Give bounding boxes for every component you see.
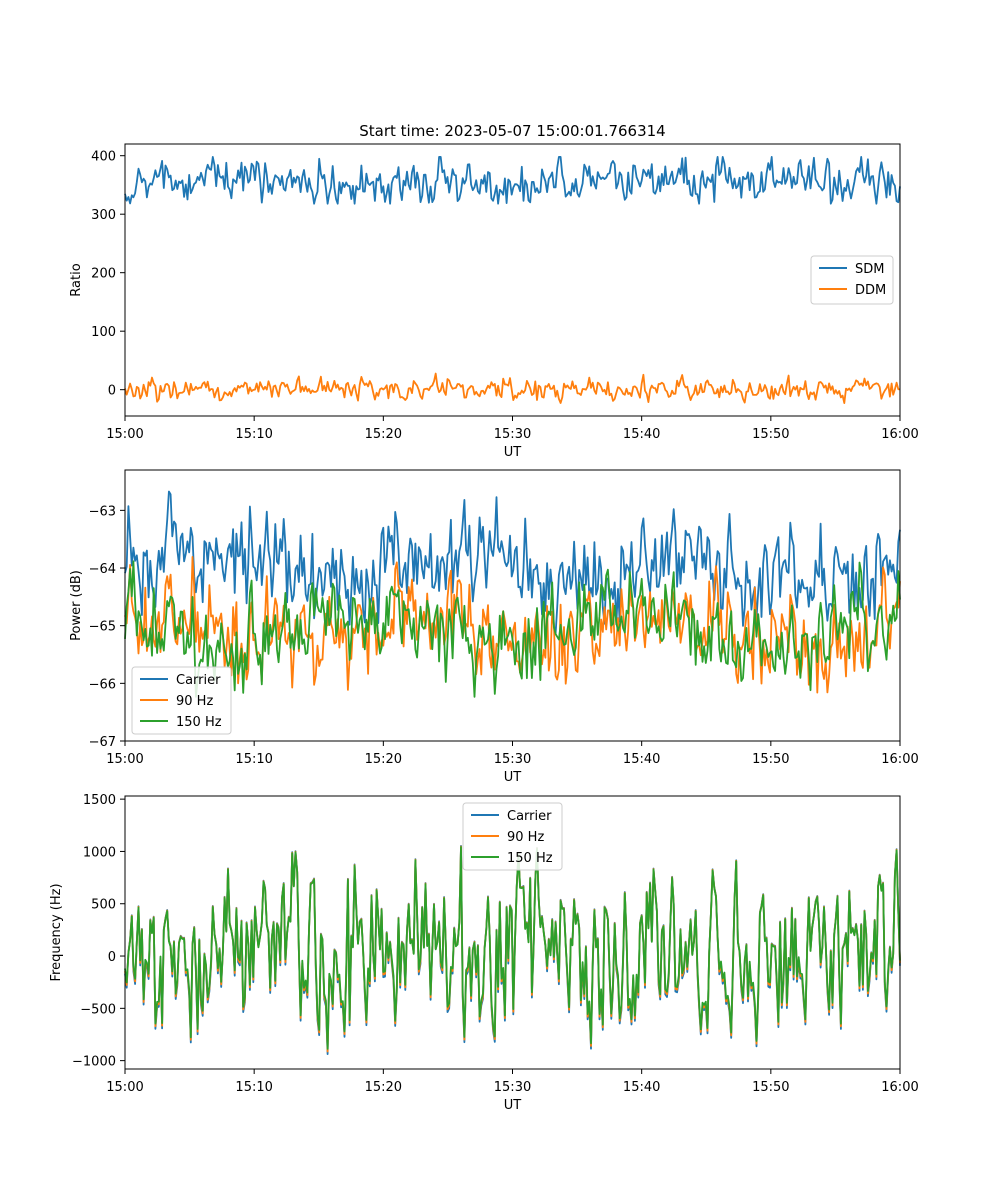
x-tick-label: 15:10 [235,427,272,442]
y-tick-label: −1000 [72,1055,116,1070]
y-tick-label: 0 [108,384,116,399]
x-tick-label: 15:30 [494,752,531,767]
y-tick-label: −63 [89,504,116,519]
x-tick-label: 15:00 [106,1080,143,1095]
x-axis-label: UT [504,1098,522,1113]
x-tick-label: 15:20 [365,1080,402,1095]
legend-box [131,666,232,735]
x-tick-label: 15:50 [752,1080,789,1095]
legend: SDM DDM [810,255,894,305]
series-line-sdm [124,156,901,205]
legend: Carrier 90 Hz 150 Hz [131,666,232,735]
x-tick-label: 15:20 [365,752,402,767]
x-tick-label: 15:40 [623,1080,660,1095]
y-tick-label: −67 [89,735,116,750]
y-axis-label: Frequency (Hz) [49,883,64,981]
y-tick-label: 400 [91,150,116,165]
y-tick-label: −66 [89,677,116,692]
series-line-carrier [124,490,901,635]
y-tick-label: −64 [89,562,116,577]
x-tick-label: 15:10 [235,1080,272,1095]
x-tick-label: 15:30 [494,1080,531,1095]
y-tick-label: 200 [91,267,116,282]
x-tick-label: 16:00 [881,752,918,767]
x-tick-label: 15:50 [752,427,789,442]
x-tick-label: 15:00 [106,752,143,767]
x-axis-label: UT [504,445,522,460]
legend-entry: 150 Hz [176,715,222,730]
y-tick-label: −65 [89,620,116,635]
y-tick-label: 0 [108,950,116,965]
y-axis-label: Ratio [69,263,84,296]
legend-entry: SDM [855,262,884,277]
legend-entry: Carrier [176,673,221,688]
chart-panel-3: 15:00 15:10 15:20 15:30 15:40 15:50 16:00 −1000… [49,793,919,1113]
x-tick-label: 15:10 [235,752,272,767]
panels: 15:00 15:10 15:20 15:30 15:40 15:50 16:00 0 100 2… [49,122,919,1113]
x-tick-label: 15:50 [752,752,789,767]
legend-entry: 150 Hz [507,851,553,866]
y-tick-label: −500 [80,1002,116,1017]
x-tick-label: 15:30 [494,427,531,442]
chart-panel-2: 15:00 15:10 15:20 15:30 15:40 15:50 16:00 −67 −6… [69,469,919,785]
y-tick-label: 100 [91,325,116,340]
legend-entry: 90 Hz [507,830,544,845]
series-line-150-hz [124,846,901,1050]
series-line-ddm [124,372,901,404]
chart-panel-1: 15:00 15:10 15:20 15:30 15:40 15:50 16:00 0 100 2… [69,122,919,460]
legend-entry: 90 Hz [176,694,213,709]
chart-title: Start time: 2023-05-07 15:00:01.766314 [359,122,665,140]
x-tick-label: 15:20 [365,427,402,442]
x-tick-label: 16:00 [881,1080,918,1095]
y-tick-label: 1500 [83,793,116,808]
y-tick-label: 1000 [83,845,116,860]
x-tick-label: 15:40 [623,752,660,767]
y-tick-label: 300 [91,208,116,223]
x-tick-label: 16:00 [881,427,918,442]
series-line-150-hz [124,560,901,698]
legend-box [462,802,563,871]
legend-entry: Carrier [507,809,552,824]
y-tick-label: 500 [91,898,116,913]
x-tick-label: 15:40 [623,427,660,442]
x-axis-label: UT [504,770,522,785]
legend-entry: DDM [855,283,886,298]
y-axis-label: Power (dB) [69,570,84,641]
x-tick-label: 15:00 [106,427,143,442]
legend: Carrier 90 Hz 150 Hz [462,802,563,871]
